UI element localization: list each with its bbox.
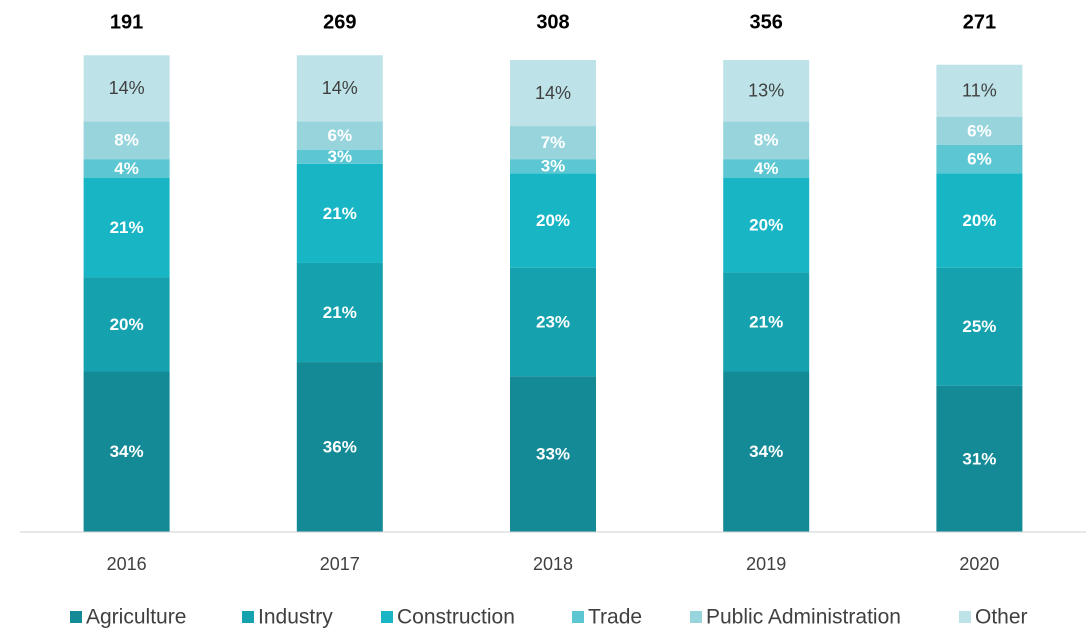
legend-swatch	[572, 611, 584, 623]
value-label: 20%	[962, 211, 996, 230]
bar-segment	[83, 159, 170, 178]
bar-segment	[723, 60, 810, 122]
legend-swatch	[959, 611, 971, 623]
bar-segment	[723, 159, 810, 178]
value-label: 34%	[749, 442, 783, 461]
x-tick-label: 2017	[320, 554, 360, 574]
value-label: 21%	[749, 312, 783, 331]
bar-segment	[296, 55, 383, 122]
total-label: 191	[110, 11, 143, 33]
value-label: 3%	[328, 147, 353, 166]
legend-label: Industry	[258, 606, 333, 629]
value-label: 21%	[323, 303, 357, 322]
x-tick-label: 2020	[959, 554, 999, 574]
value-label: 7%	[541, 133, 566, 152]
value-label: 6%	[967, 150, 992, 169]
value-label: 36%	[323, 438, 357, 457]
total-label: 269	[323, 11, 356, 33]
bar-segment	[83, 277, 170, 372]
value-label: 20%	[749, 216, 783, 235]
value-label: 20%	[110, 315, 144, 334]
value-label: 21%	[323, 204, 357, 223]
bar-segment	[296, 149, 383, 164]
value-label: 23%	[536, 312, 570, 331]
bar-segment	[296, 262, 383, 363]
bar-segment	[510, 126, 596, 160]
total-label: 271	[963, 11, 996, 33]
bar-segment	[723, 178, 810, 273]
bar-segment	[83, 178, 170, 278]
value-label: 8%	[754, 131, 779, 150]
bar-segment	[723, 371, 810, 532]
x-tick-label: 2016	[107, 554, 147, 574]
value-label: 20%	[536, 211, 570, 230]
value-label: 14%	[535, 83, 571, 103]
bar-segment	[83, 121, 170, 160]
value-label: 33%	[536, 445, 570, 464]
value-label: 11%	[962, 80, 997, 100]
bar-segment	[296, 163, 383, 263]
value-label: 31%	[962, 449, 996, 468]
value-label: 3%	[541, 157, 566, 176]
bar-segment	[936, 385, 1023, 532]
bar-segment	[936, 144, 1023, 174]
bar-segment	[510, 159, 596, 174]
legend-swatch	[70, 611, 82, 623]
value-label: 8%	[114, 131, 139, 150]
legend-label: Agriculture	[86, 606, 186, 629]
value-label: 6%	[328, 126, 353, 145]
value-label: 6%	[967, 121, 992, 140]
bar-segment	[936, 64, 1023, 117]
legend-label: Other	[975, 606, 1028, 629]
value-label: 13%	[748, 80, 784, 100]
bar-segment	[723, 121, 810, 160]
x-tick-label: 2018	[533, 554, 573, 574]
bar-segment	[83, 371, 170, 532]
value-label: 4%	[114, 159, 139, 178]
legend-label: Public Administration	[706, 606, 901, 629]
bar-segment	[83, 55, 170, 122]
legend-swatch	[690, 611, 702, 623]
total-label: 308	[536, 11, 569, 33]
value-label: 25%	[962, 317, 996, 336]
bar-segment	[723, 272, 810, 372]
value-label: 21%	[110, 218, 144, 237]
legend-swatch	[381, 611, 393, 623]
value-label: 34%	[110, 442, 144, 461]
bar-segment	[510, 376, 596, 532]
bar-segment	[936, 267, 1023, 386]
total-label: 356	[750, 11, 783, 33]
legend-swatch	[242, 611, 254, 623]
value-label: 14%	[109, 78, 145, 98]
legend-label: Trade	[588, 606, 642, 629]
bar-segment	[510, 173, 596, 268]
bar-segment	[936, 116, 1023, 145]
value-label: 4%	[754, 159, 779, 178]
bar-segment	[510, 267, 596, 377]
legend-label: Construction	[397, 606, 515, 629]
x-tick-label: 2019	[746, 554, 786, 574]
bar-segment	[510, 60, 596, 127]
value-label: 14%	[322, 78, 358, 98]
bar-segment	[936, 173, 1023, 268]
bar-segment	[296, 362, 383, 532]
bar-segment	[296, 121, 383, 150]
